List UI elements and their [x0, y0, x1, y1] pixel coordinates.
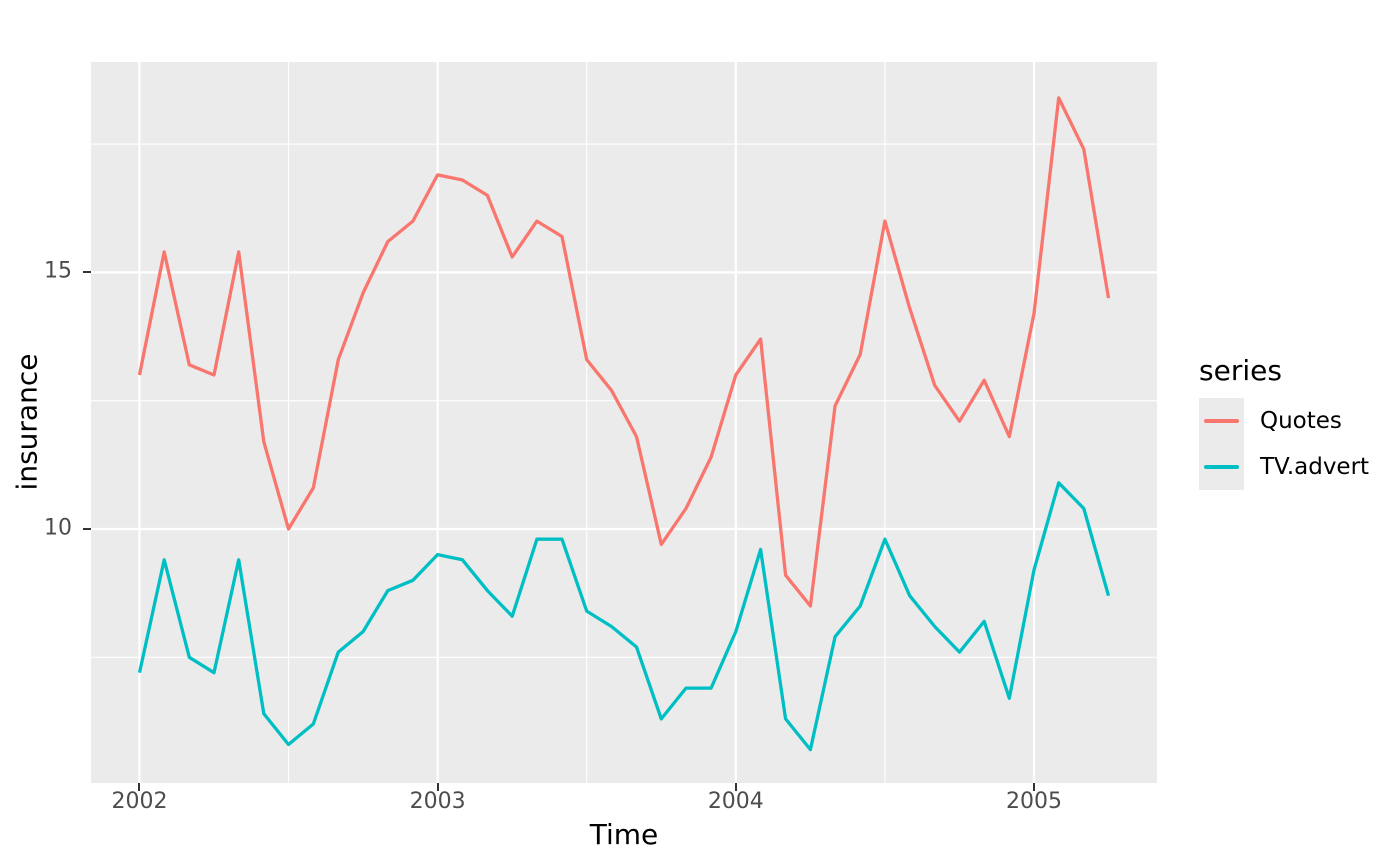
x-tick-mark	[1033, 783, 1035, 791]
x-tick-mark	[436, 783, 439, 791]
y-tick-label: 10	[44, 515, 72, 541]
legend-item-tv-advert: TV.advert	[1199, 444, 1369, 490]
legend-label-quotes: Quotes	[1260, 408, 1342, 434]
tv-advert-line-swatch-icon	[1204, 465, 1239, 469]
plot-panel	[91, 62, 1157, 783]
plot-canvas	[91, 62, 1157, 783]
legend-label-tv-advert: TV.advert	[1260, 454, 1370, 480]
y-tick-mark	[83, 271, 91, 274]
series-line-quotes	[137, 96, 1111, 608]
series-line-tv-advert	[137, 481, 1111, 752]
x-tick-mark	[138, 783, 141, 791]
legend-key	[1199, 444, 1244, 490]
quotes-line-swatch-icon	[1204, 419, 1239, 423]
x-tick-label: 2005	[1006, 789, 1062, 814]
legend-item-quotes: Quotes	[1199, 398, 1342, 444]
x-tick-label: 2002	[111, 789, 168, 814]
y-tick-label: 15	[44, 258, 72, 284]
x-tick-label: 2004	[707, 789, 764, 814]
legend-title: series	[1199, 354, 1282, 387]
x-tick-label: 2003	[409, 789, 466, 814]
y-tick-mark	[83, 527, 91, 530]
x-tick-mark	[734, 783, 737, 791]
y-axis-title: insurance	[10, 353, 44, 491]
x-axis-title: Time	[589, 818, 659, 851]
legend-key	[1199, 398, 1244, 444]
